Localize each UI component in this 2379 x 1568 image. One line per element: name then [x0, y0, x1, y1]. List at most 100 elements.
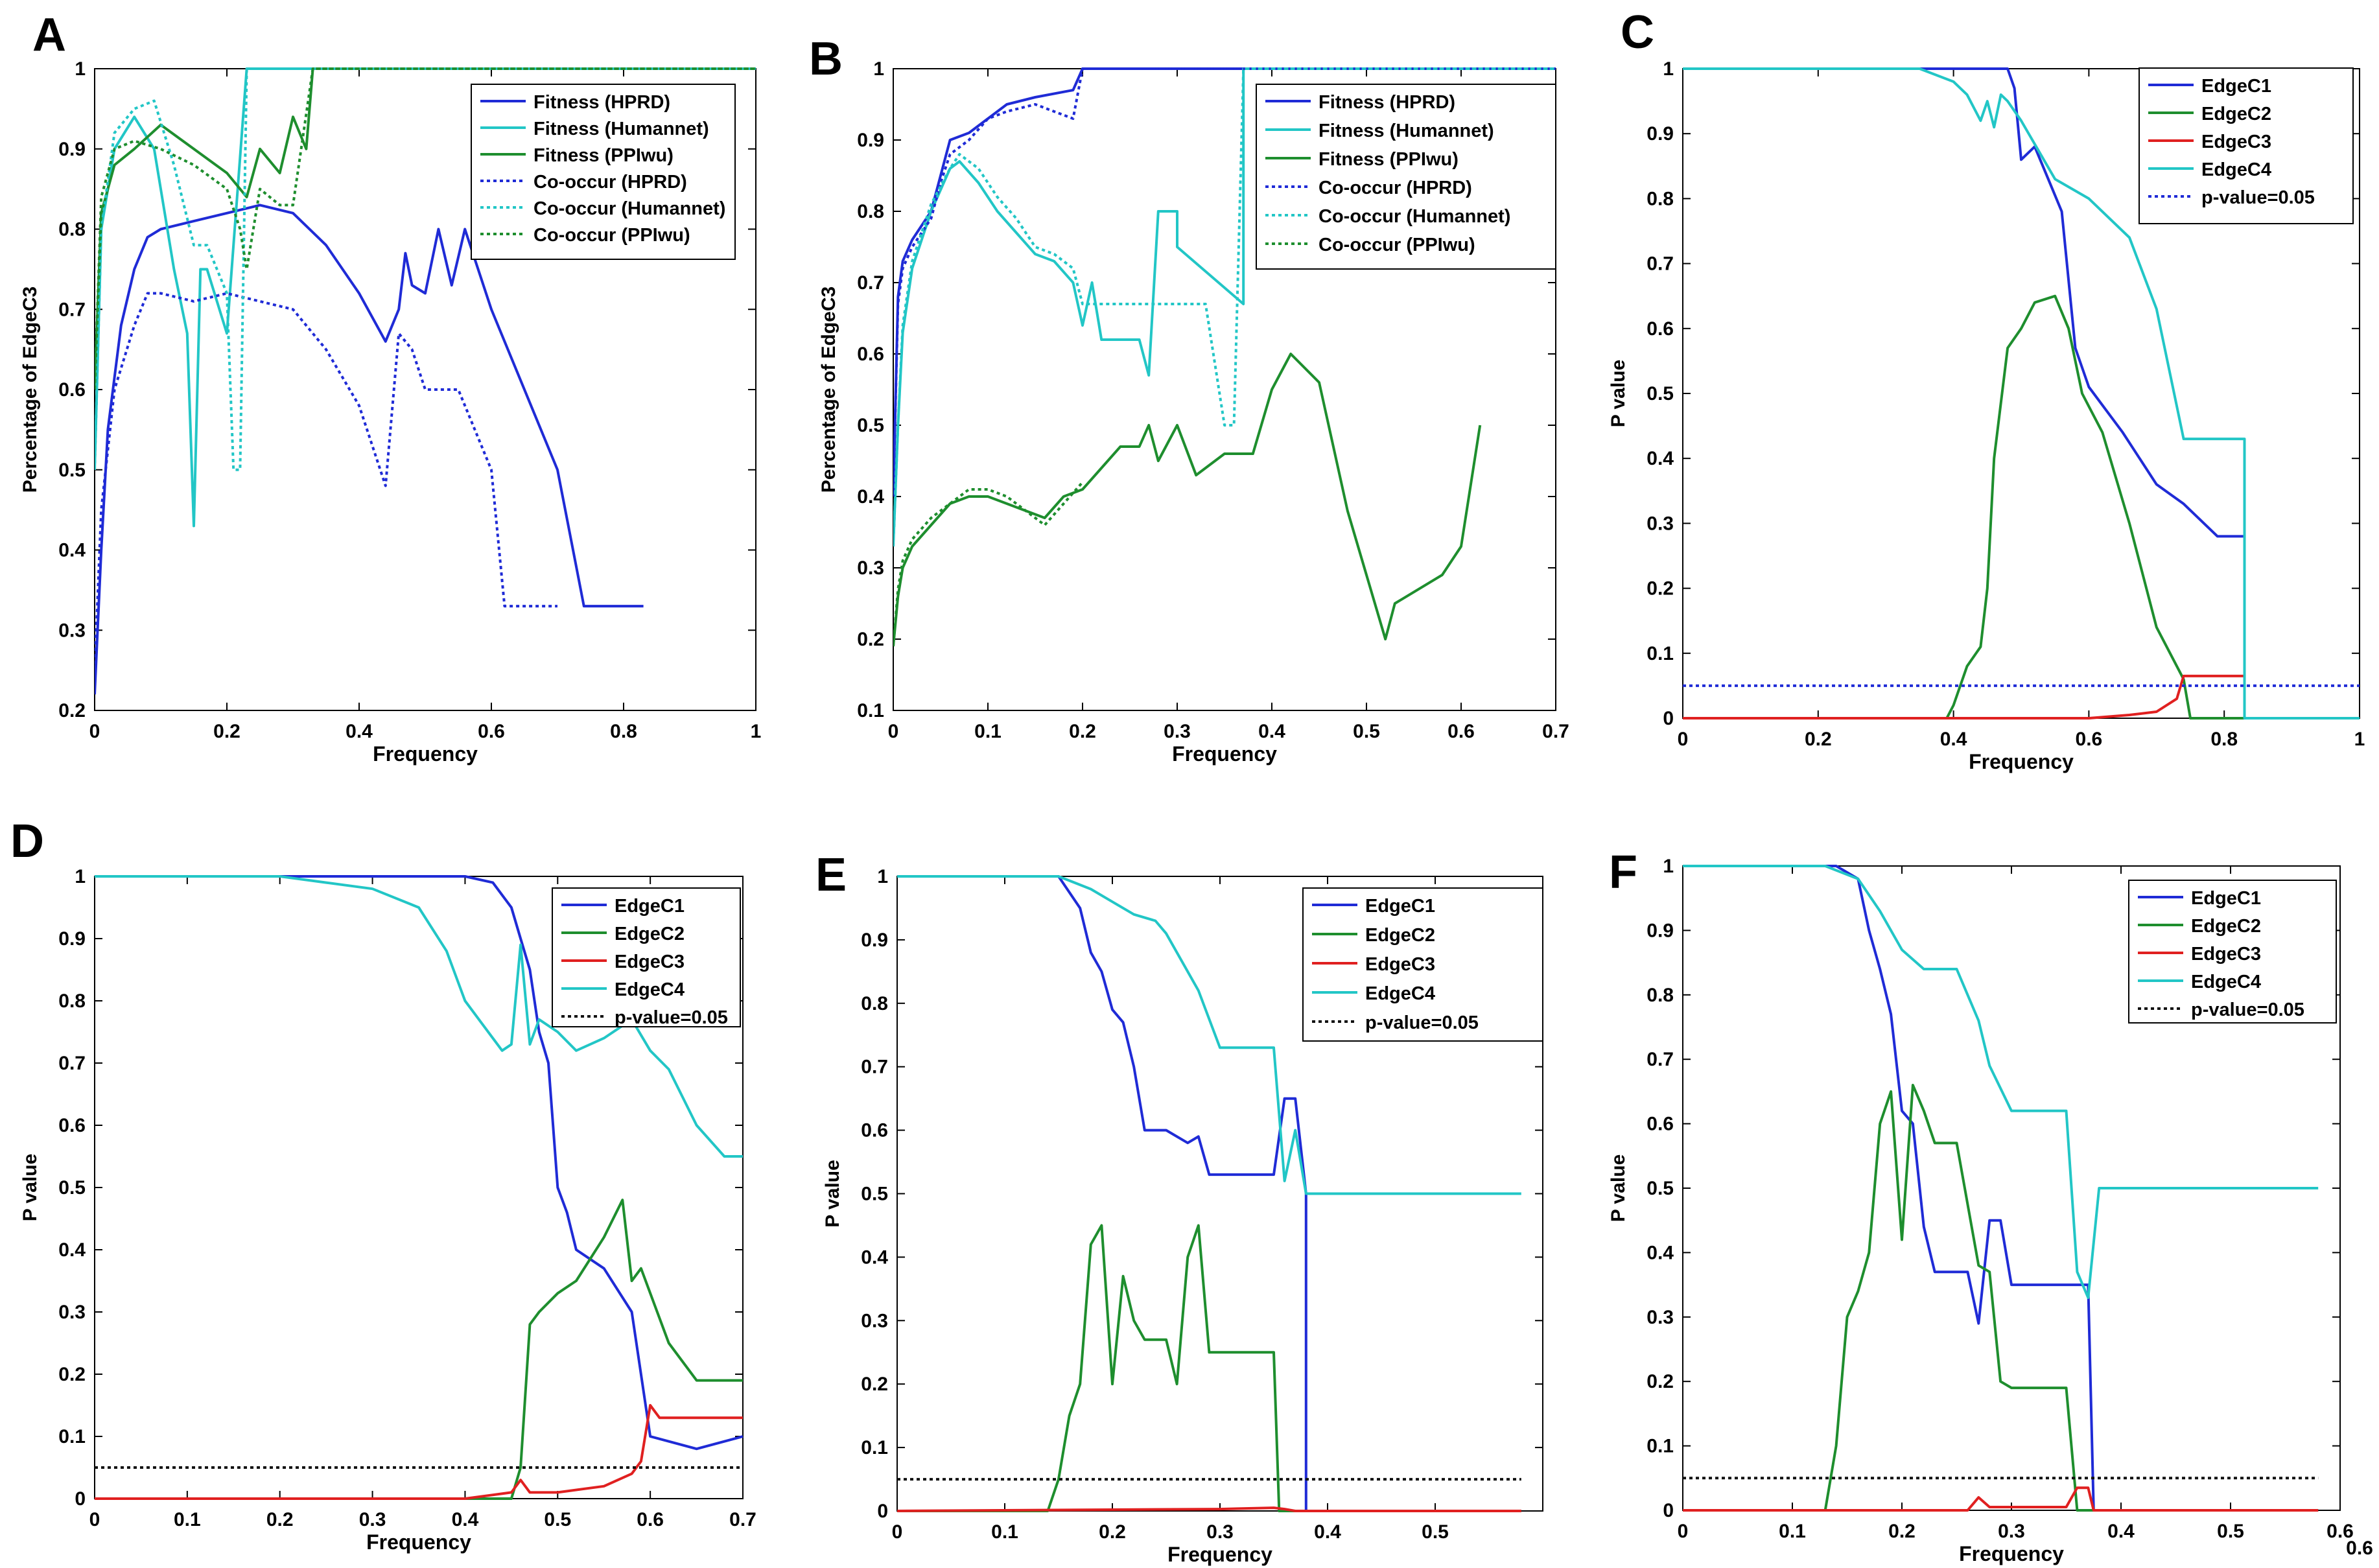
x-axis-label: Frequency — [373, 742, 478, 766]
series-group — [95, 67, 756, 695]
x-tick-label: 0 — [892, 1521, 903, 1543]
y-tick-label: 0.7 — [1647, 253, 1674, 275]
series-line-fitness-humannet — [95, 67, 756, 528]
series-line-edgec1 — [897, 875, 1521, 1512]
x-tick-label: 0.2 — [1805, 729, 1832, 750]
y-tick-label: 0.5 — [861, 1184, 888, 1205]
x-tick-label: 0.6 — [2076, 729, 2103, 750]
legend-entry: p-value=0.05 — [615, 1007, 728, 1028]
legend-entry: EdgeC3 — [2191, 944, 2261, 965]
y-tick-label: 0.2 — [1647, 578, 1674, 600]
y-tick-label: 0.3 — [58, 620, 86, 641]
y-tick-label: 0.6 — [58, 1115, 86, 1136]
series-line-edgec1 — [1683, 865, 2319, 1512]
legend-entry: EdgeC3 — [2201, 132, 2271, 152]
y-tick-label: 0.8 — [861, 993, 888, 1014]
y-tick-label: 1 — [1663, 58, 1674, 80]
x-axis-label: Frequency — [1959, 1542, 2064, 1565]
series-line-fitness-humannet — [893, 67, 1556, 547]
y-tick-label: 0.7 — [58, 1053, 86, 1074]
y-tick-label: 0.2 — [58, 700, 86, 721]
x-tick-label: 0.5 — [544, 1509, 571, 1530]
legend-entry: Co-occur (HPRD) — [533, 172, 687, 193]
panel-d: D 0 0.1 0.2 0.3 0.4 0.5 0.6 0.7 0 0.1 0.2 0.3 0.4 0.5 0… — [10, 815, 756, 1554]
x-tick-label: 0.1 — [1779, 1521, 1806, 1542]
y-tick-label: 0.1 — [1647, 643, 1674, 664]
legend-entry: Fitness (HPRD) — [533, 92, 670, 113]
legend-entry: Fitness (Humannet) — [533, 119, 709, 139]
legend: EdgeC1 EdgeC2 EdgeC3 EdgeC4 p-value=0.05 — [552, 887, 741, 1028]
y-tick-label: 0.4 — [857, 486, 884, 508]
x-axis-label: Frequency — [1172, 742, 1277, 766]
legend-entry: p-value=0.05 — [2201, 187, 2315, 208]
panel-e: E 0 0.1 0.2 0.3 0.4 0.5 0 0.1 0.2 0.3 0.4 0.5 0.6 0.7 0… — [815, 849, 1543, 1566]
legend-entry: EdgeC1 — [615, 896, 685, 917]
y-tick-label: 0.1 — [861, 1437, 888, 1458]
series-line-fitness-ppiwu — [95, 67, 756, 390]
legend-box — [1256, 84, 1556, 270]
legend-entry: EdgeC2 — [2191, 916, 2261, 937]
x-tick-label: 0 — [1678, 729, 1689, 750]
series-line-co-occur-ppiwu — [95, 67, 756, 390]
x-tick-label: 0.7 — [729, 1509, 756, 1530]
series-line-edgec1 — [1683, 67, 2360, 720]
x-tick-label: 0.5 — [2217, 1521, 2244, 1542]
legend-entry: EdgeC3 — [615, 952, 685, 972]
legend-entry: EdgeC3 — [1365, 954, 1435, 975]
x-tick-label: 0 — [888, 721, 899, 742]
x-tick-label: 0.1 — [974, 721, 1002, 742]
legend-entry: EdgeC1 — [2191, 888, 2261, 909]
legend-entry: EdgeC2 — [615, 924, 685, 944]
panel-a: A0 0.2 0.4 0.6 0.8 10.20.30.40.50.60.70.80.91… — [19, 9, 761, 766]
legend-entry: Co-occur (PPIwu) — [1318, 235, 1475, 255]
y-tick-label: 1 — [75, 866, 86, 887]
legend: EdgeC1 EdgeC2 EdgeC3 EdgeC4 p-value=0.05 — [2139, 67, 2354, 224]
y-tick-label: 0.7 — [861, 1057, 888, 1078]
panel-letter: A — [32, 9, 66, 61]
y-tick-label: 0.2 — [58, 1364, 86, 1385]
series-line-edgec4 — [95, 875, 743, 1158]
x-tick-label: 0 — [1678, 1521, 1689, 1542]
y-tick-label: 0.6 — [1647, 1114, 1674, 1135]
y-axis-label: P value — [1608, 1154, 1629, 1223]
x-tick-label: 0.4 — [1940, 729, 1967, 750]
y-tick-label: 0.3 — [861, 1310, 888, 1331]
x-tick-label: 0.3 — [1998, 1521, 2025, 1542]
x-tick-label: 0.2 — [1069, 721, 1096, 742]
y-tick-label: 0.3 — [857, 557, 884, 579]
y-tick-label: 0.4 — [1647, 448, 1674, 469]
x-tick-label: 0.3 — [1206, 1521, 1234, 1543]
series-group — [897, 875, 1521, 1512]
legend-entry: EdgeC4 — [2201, 159, 2271, 180]
legend-entry: Co-occur (Humannet) — [1318, 206, 1510, 227]
x-tick-label: 0.2 — [1099, 1521, 1126, 1543]
series-line-co-occur-humannet — [893, 67, 1556, 547]
series-line-edgec4 — [1683, 865, 2319, 1299]
stray-tick-label: 0.6 — [2346, 1538, 2373, 1559]
y-axis-label: P value — [19, 1154, 41, 1222]
panel-f: F 0 0.1 0.2 0.3 0.4 0.5 0.6 0 0.1 0.2 0.3 0.4 0.5 0.6 0… — [1608, 847, 2354, 1565]
legend: Fitness (HPRD) Fitness (Humannet) Fitness … — [1256, 84, 1556, 270]
legend-entry: Fitness (HPRD) — [1318, 92, 1455, 113]
y-tick-label: 0 — [877, 1501, 888, 1522]
legend-entry: EdgeC2 — [1365, 925, 1435, 946]
legend: Fitness (HPRD) Fitness (Humannet) Fitness … — [471, 84, 736, 260]
x-axis-label: Frequency — [1167, 1543, 1272, 1566]
y-tick-label: 0.4 — [58, 540, 86, 561]
x-tick-label: 0.4 — [346, 721, 373, 742]
y-tick-label: 0.2 — [1647, 1371, 1674, 1392]
x-tick-label: 0.7 — [1542, 721, 1569, 742]
x-tick-label: 0.6 — [478, 721, 505, 742]
y-tick-label: 0.6 — [1647, 318, 1674, 340]
panel-c: C 0 0.2 0.4 0.6 0.8 1 0 0.1 0.2 0.3 0.4 0.5 0.6 0.7 0.8… — [1608, 6, 2365, 773]
panels: A0 0.2 0.4 0.6 0.8 10.20.30.40.50.60.70.80.91… — [10, 6, 2373, 1566]
series-group — [1683, 865, 2319, 1512]
legend-entry: Fitness (PPIwu) — [533, 145, 674, 166]
y-tick-label: 0.9 — [861, 930, 888, 951]
panel-letter: B — [809, 33, 843, 85]
x-tick-label: 0.4 — [2107, 1521, 2135, 1542]
legend-entry: EdgeC4 — [2191, 972, 2261, 992]
y-tick-label: 0.4 — [861, 1246, 888, 1268]
x-tick-label: 0 — [89, 721, 100, 742]
